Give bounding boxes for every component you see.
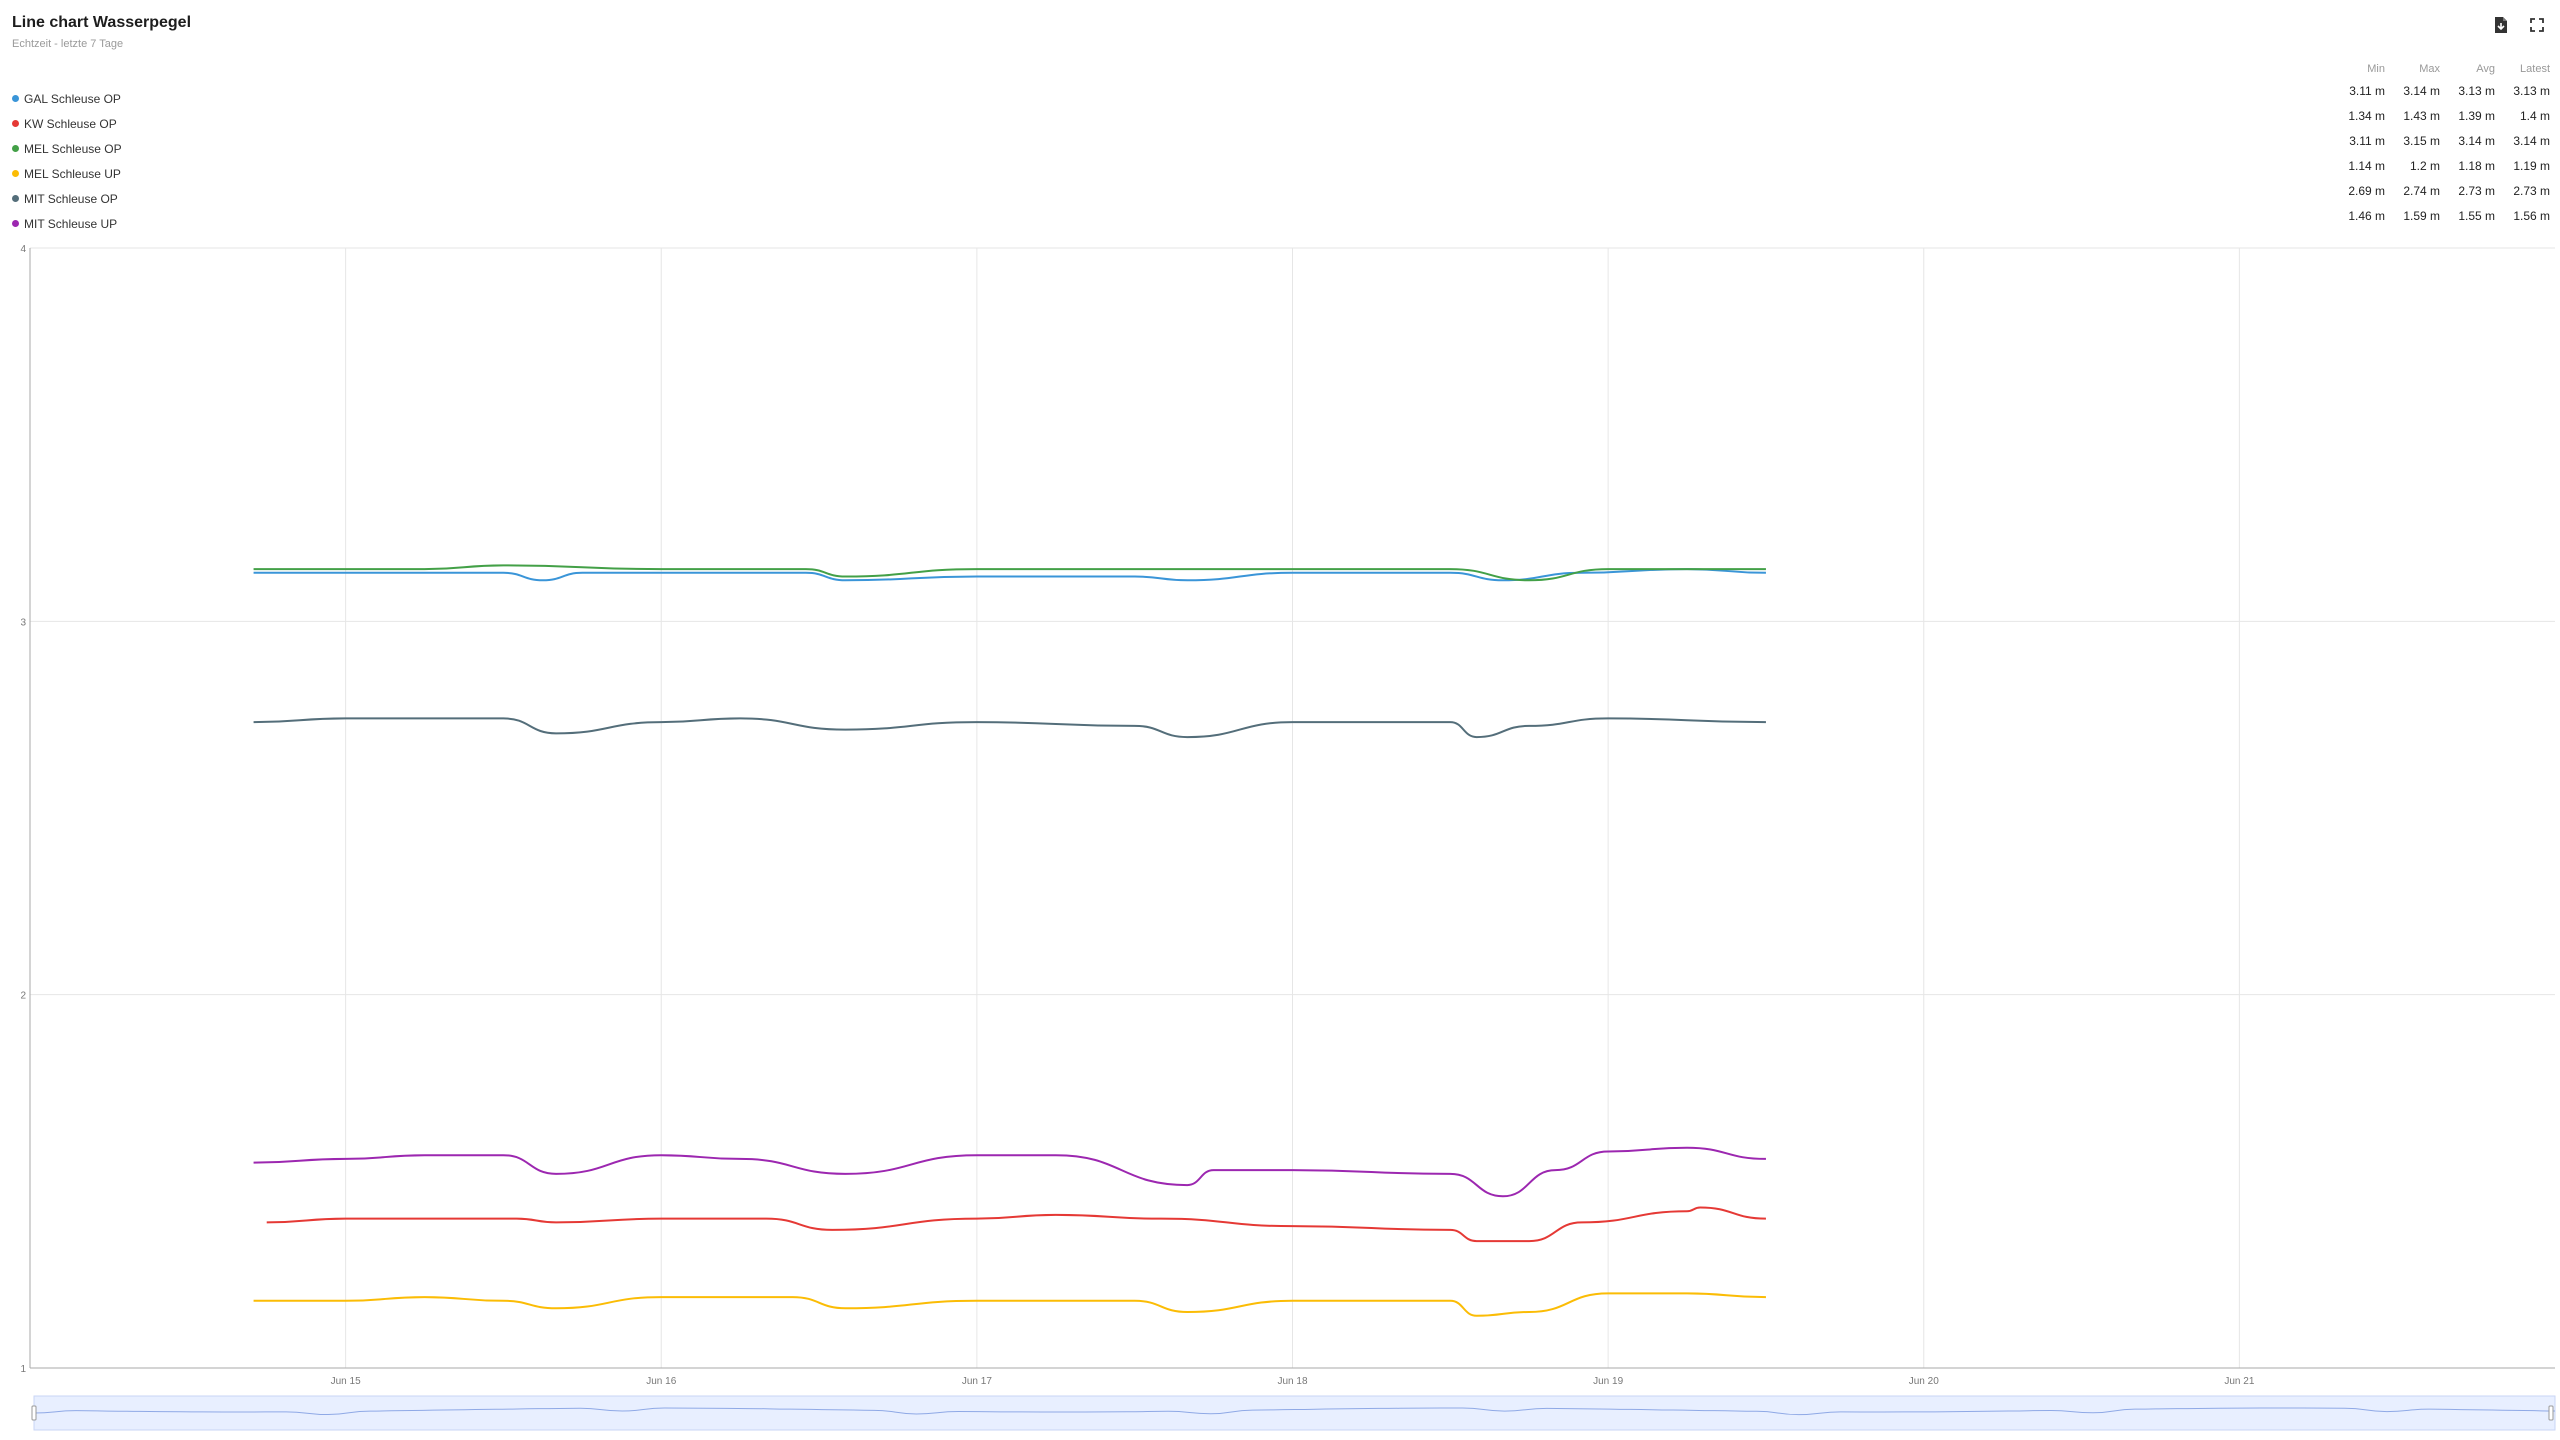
chart-subtitle: Echtzeit - letzte 7 Tage xyxy=(12,38,124,50)
x-tick-label: Jun 20 xyxy=(1909,1376,1939,1387)
legend-item[interactable]: MIT Schleuse UP xyxy=(12,211,122,236)
stats-max: 1.43 m xyxy=(2403,108,2440,123)
x-tick-label: Jun 15 xyxy=(331,1376,361,1387)
series-line-kw-schleuse-op[interactable] xyxy=(266,1206,1766,1243)
stats-min: 1.34 m xyxy=(2348,108,2385,123)
stats-table: Min Max Avg Latest 3.11 m 3.14 m 3.13 m 3.1… xyxy=(2330,60,2550,228)
legend-label: MIT Schleuse UP xyxy=(24,216,118,231)
stats-row: 3.11 m 3.15 m 3.14 m 3.14 m xyxy=(2330,128,2550,153)
stats-avg: 3.14 m xyxy=(2458,133,2495,148)
legend-item[interactable]: MEL Schleuse OP xyxy=(12,136,122,161)
stats-latest: 1.4 m xyxy=(2519,108,2550,123)
stats-min: 1.46 m xyxy=(2348,208,2385,223)
stats-avg: 1.55 m xyxy=(2458,208,2495,223)
range-navigator[interactable] xyxy=(33,1395,2556,1431)
stats-row: 1.34 m 1.43 m 1.39 m 1.4 m xyxy=(2330,103,2550,128)
navigator-series-line xyxy=(33,1407,2556,1416)
legend-item[interactable]: GAL Schleuse OP xyxy=(12,86,122,111)
stats-header-row: Min Max Avg Latest xyxy=(2330,60,2550,78)
navigator-left-handle[interactable] xyxy=(31,1405,37,1421)
fullscreen-icon[interactable] xyxy=(2526,14,2548,36)
legend-label: KW Schleuse OP xyxy=(24,116,117,131)
x-tick-label: Jun 16 xyxy=(646,1376,676,1387)
stats-latest: 2.73 m xyxy=(2513,183,2550,198)
stats-max: 3.14 m xyxy=(2403,83,2440,98)
legend-item[interactable]: MIT Schleuse OP xyxy=(12,186,122,211)
legend-marker-icon xyxy=(12,170,19,177)
legend-label: MIT Schleuse OP xyxy=(24,191,118,206)
chart-title: Line chart Wasserpegel xyxy=(12,14,192,31)
series-line-mit-schleuse-up[interactable] xyxy=(253,1146,1766,1198)
stats-latest: 3.13 m xyxy=(2513,83,2550,98)
stats-min: 2.69 m xyxy=(2348,183,2385,198)
legend-label: MEL Schleuse OP xyxy=(24,141,122,156)
stats-latest: 1.19 m xyxy=(2513,158,2550,173)
y-tick-label: 2 xyxy=(20,991,26,1002)
stats-header-avg: Avg xyxy=(2476,63,2495,75)
legend-item[interactable]: KW Schleuse OP xyxy=(12,111,122,136)
series-line-mit-schleuse-op[interactable] xyxy=(253,717,1766,739)
y-tick-label: 1 xyxy=(20,1364,26,1375)
stats-row: 2.69 m 2.74 m 2.73 m 2.73 m xyxy=(2330,178,2550,203)
legend-label: MEL Schleuse UP xyxy=(24,166,121,181)
legend-item[interactable]: MEL Schleuse UP xyxy=(12,161,122,186)
stats-header-latest: Latest xyxy=(2520,63,2550,75)
stats-avg: 1.18 m xyxy=(2458,158,2495,173)
stats-avg: 2.73 m xyxy=(2458,183,2495,198)
series-line-gal-schleuse-op[interactable] xyxy=(253,568,1766,582)
stats-avg: 1.39 m xyxy=(2458,108,2495,123)
navigator-right-handle[interactable] xyxy=(2548,1405,2554,1421)
legend-marker-icon xyxy=(12,145,19,152)
stats-latest: 1.56 m xyxy=(2513,208,2550,223)
y-tick-label: 3 xyxy=(20,617,26,628)
stats-max: 3.15 m xyxy=(2403,133,2440,148)
legend-label: GAL Schleuse OP xyxy=(24,91,121,106)
stats-header-max: Max xyxy=(2419,63,2440,75)
legend: GAL Schleuse OP KW Schleuse OP MEL Schleus… xyxy=(12,86,122,236)
x-tick-label: Jun 21 xyxy=(2224,1376,2254,1387)
stats-latest: 3.14 m xyxy=(2513,133,2550,148)
stats-row: 3.11 m 3.14 m 3.13 m 3.13 m xyxy=(2330,78,2550,103)
series-line-mel-schleuse-up[interactable] xyxy=(253,1292,1766,1317)
x-tick-label: Jun 17 xyxy=(962,1376,992,1387)
stats-header-min: Min xyxy=(2367,63,2385,75)
x-tick-label: Jun 18 xyxy=(1277,1376,1307,1387)
legend-marker-icon xyxy=(12,220,19,227)
stats-max: 1.2 m xyxy=(2409,158,2440,173)
chart-toolbar xyxy=(2490,14,2548,36)
legend-marker-icon xyxy=(12,95,19,102)
stats-max: 2.74 m xyxy=(2403,183,2440,198)
legend-marker-icon xyxy=(12,195,19,202)
x-tick-label: Jun 19 xyxy=(1593,1376,1623,1387)
stats-avg: 3.13 m xyxy=(2458,83,2495,98)
y-tick-label: 4 xyxy=(20,244,26,255)
stats-min: 3.11 m xyxy=(2349,133,2385,148)
stats-row: 1.14 m 1.2 m 1.18 m 1.19 m xyxy=(2330,153,2550,178)
stats-min: 3.11 m xyxy=(2349,83,2385,98)
stats-row: 1.46 m 1.59 m 1.55 m 1.56 m xyxy=(2330,203,2550,228)
stats-max: 1.59 m xyxy=(2403,208,2440,223)
series-line-mel-schleuse-op[interactable] xyxy=(253,564,1766,582)
file-download-icon[interactable] xyxy=(2490,14,2512,36)
stats-min: 1.14 m xyxy=(2348,158,2385,173)
legend-marker-icon xyxy=(12,120,19,127)
